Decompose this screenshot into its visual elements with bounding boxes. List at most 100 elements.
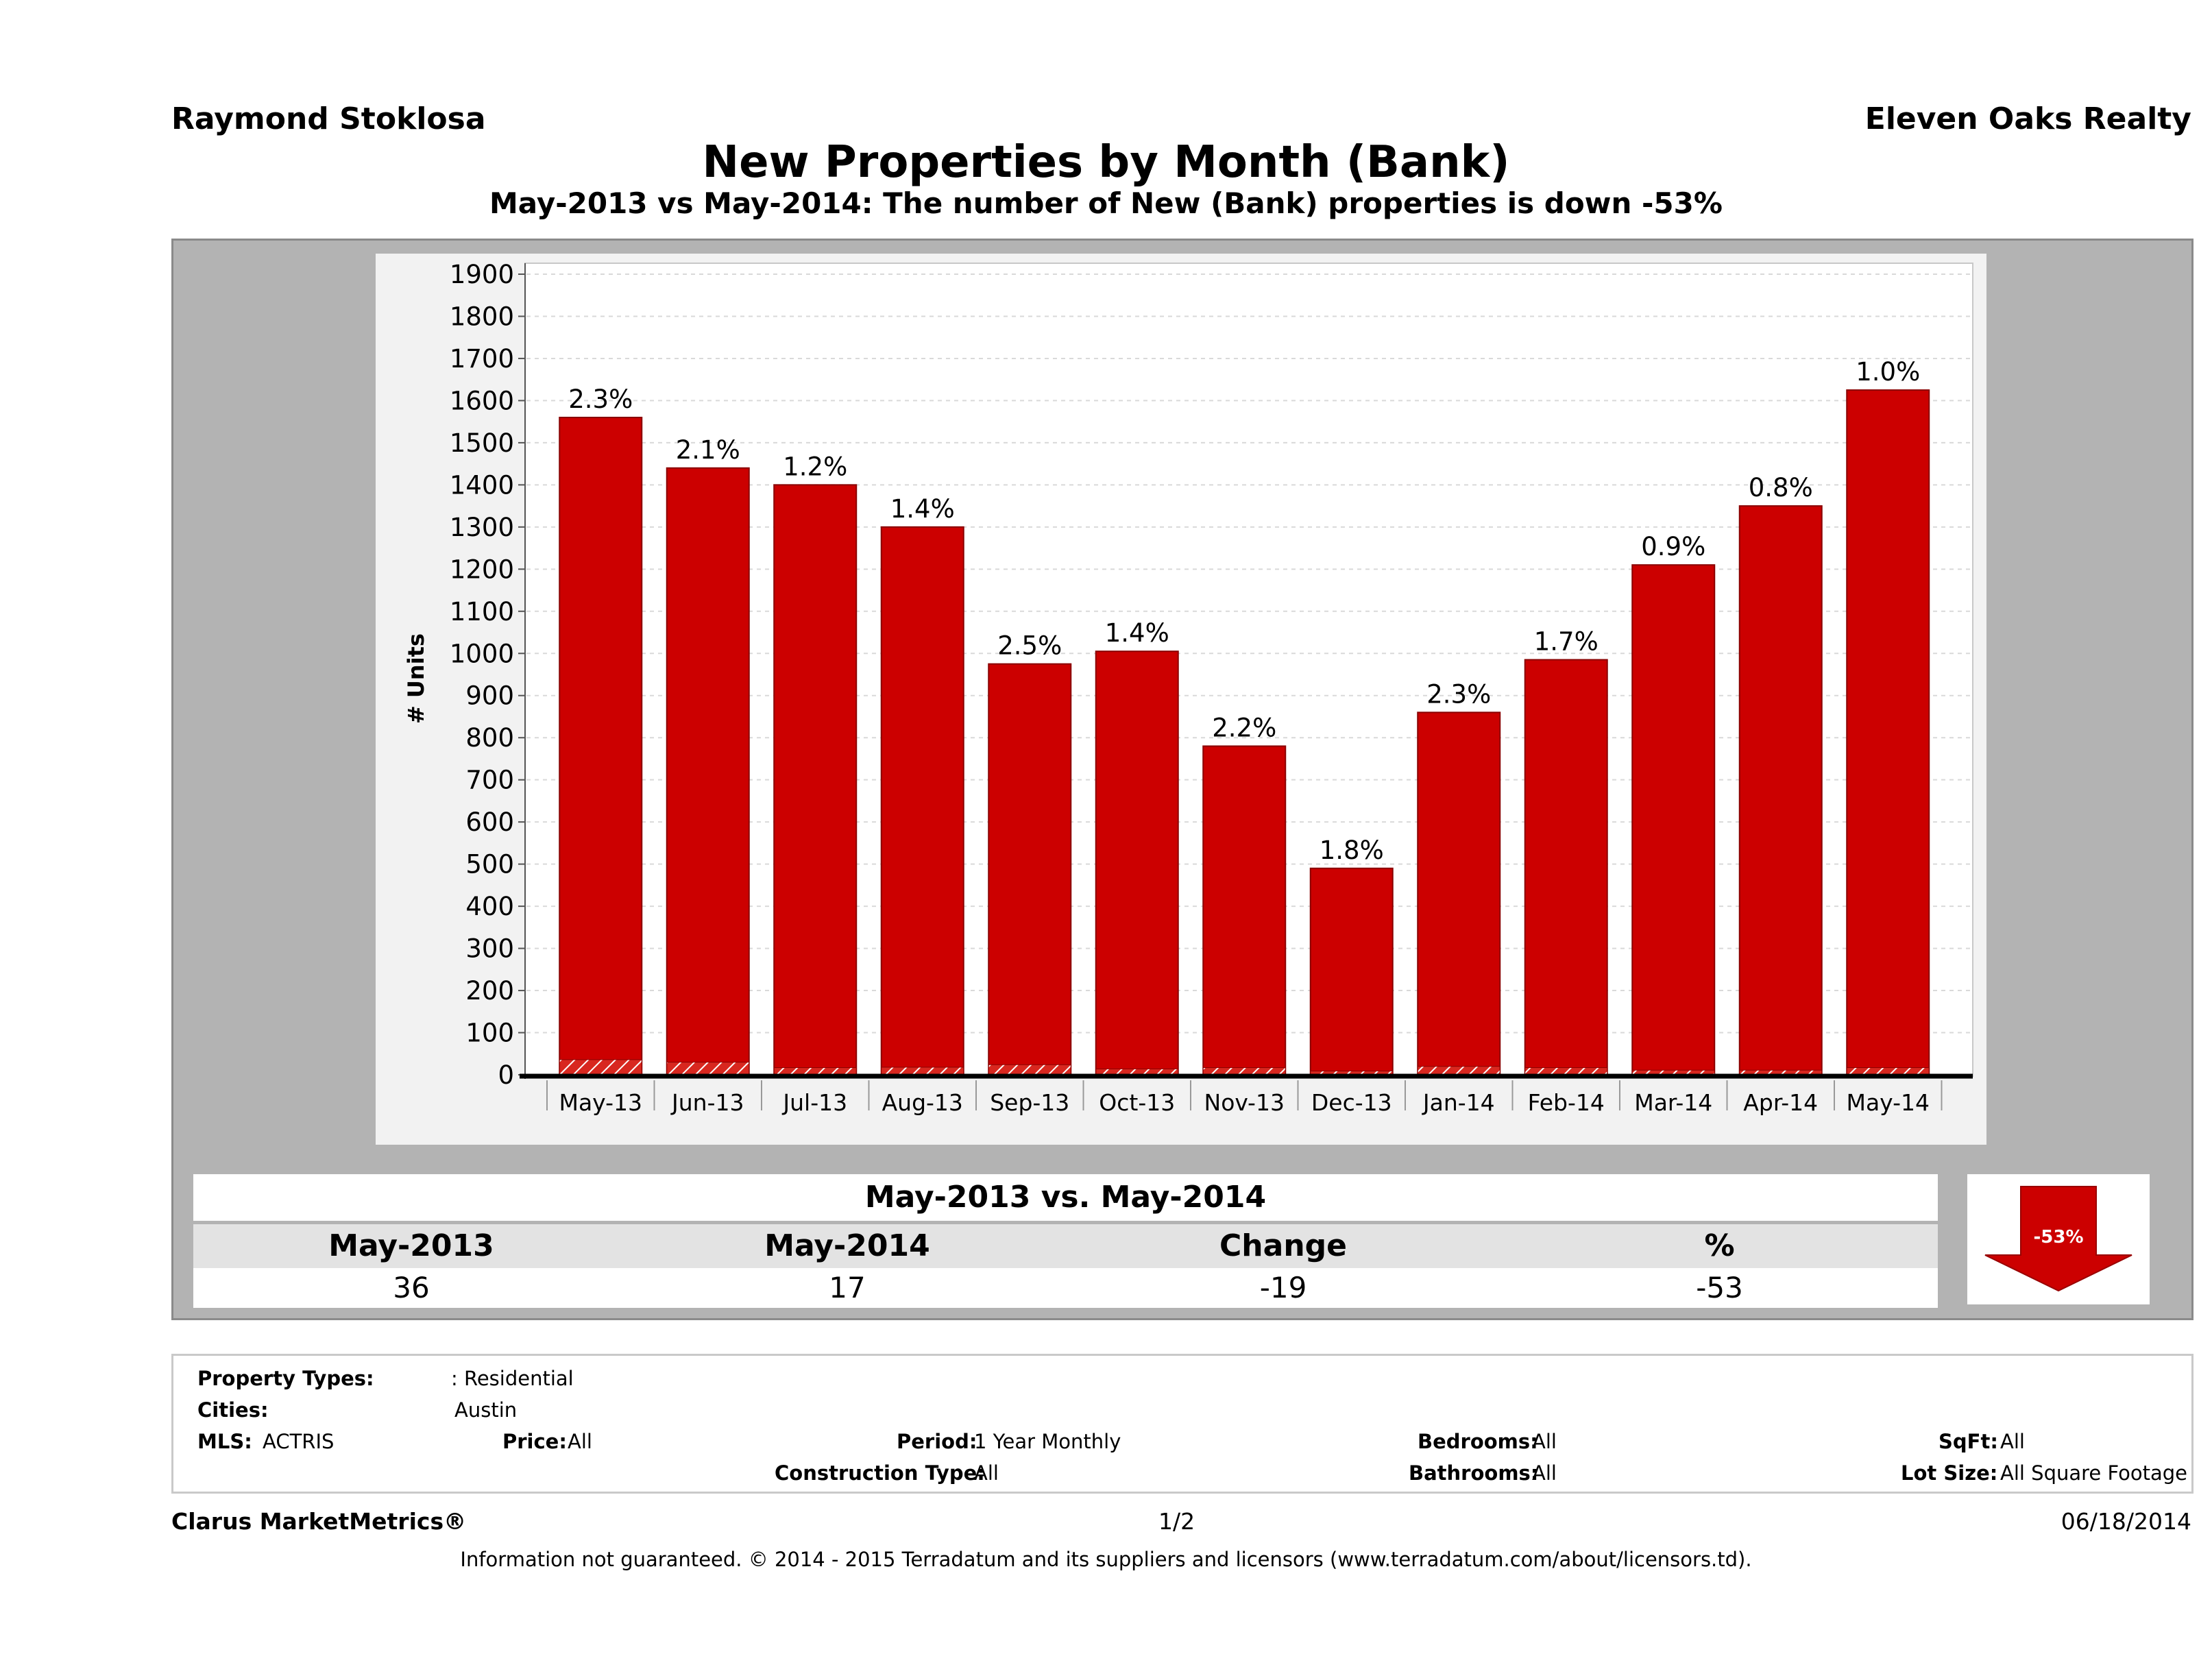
data-label-aug-13: 1.4% [890,494,955,524]
y-tick-label: 800 [465,723,514,753]
mls-label: MLS: [197,1430,252,1453]
x-tick-label-may-13: May-13 [559,1089,642,1116]
y-tick-label: 1300 [450,513,514,542]
bar-may-13 [559,417,643,1076]
bar-dec-13 [1309,867,1394,1075]
value-may-2013: 36 [393,1271,430,1304]
period-label: Period: [897,1430,977,1453]
y-tick-label: 1700 [450,344,514,374]
bar-chart: 0 100 200 300 400 500 600 700 800 900 1000 1100 1200… [376,254,1986,1145]
y-tick-label: 0 [498,1060,514,1090]
data-label-may-14: 1.0% [1856,357,1920,387]
period-value: 1 Year Monthly [974,1430,1121,1453]
bar-sep-13 [988,663,1072,1075]
x-tick-label-apr-14: Apr-14 [1743,1089,1818,1116]
bedrooms-value: All [1532,1430,1557,1453]
bar-aug-13 [880,526,964,1075]
footer-brand: Clarus MarketMetrics® [171,1508,467,1535]
data-label-jun-13: 2.1% [676,435,740,465]
data-label-oct-13: 1.4% [1105,618,1169,648]
header-may-2014: May-2014 [764,1228,930,1263]
x-tick-label-feb-14: Feb-14 [1528,1089,1605,1116]
comparison-title: May-2013 vs. May-2014 [193,1174,1938,1221]
agent-name: Raymond Stoklosa [171,101,486,136]
bar-may-14 [1846,389,1930,1076]
header-change: Change [1219,1228,1347,1263]
bar-jul-13 [773,484,858,1075]
bathrooms-value: All [1532,1461,1557,1485]
comparison-value-row: 36 17 -19 -53 [193,1268,1938,1308]
y-tick-label: 1900 [450,260,514,289]
value-percent: -53 [1696,1271,1743,1304]
y-tick-label: 1400 [450,470,514,500]
x-axis-ticks: May-13 Jun-13 Jul-13 Aug-13 Sep-13 Oct-13 Nov-… [520,1073,1973,1116]
company-name: Eleven Oaks Realty [1864,101,2191,136]
bar-segment-sep-13 [988,1064,1071,1075]
y-tick-label: 100 [465,1019,514,1048]
x-tick-label-jul-13: Jul-13 [781,1089,847,1116]
bar-segment-jan-14 [1417,1066,1500,1075]
construction-label: Construction Type: [775,1461,985,1485]
y-axis-label: # Units [403,633,429,724]
price-value: All [568,1430,592,1453]
chart-title: New Properties by Month (Bank) [702,137,1510,188]
y-tick-label: 200 [465,976,514,1006]
bar-segment-jul-13 [773,1067,857,1075]
x-tick-label-dec-13: Dec-13 [1311,1089,1392,1116]
bar-jun-13 [666,467,750,1076]
cities-label: Cities: [197,1398,269,1422]
bar-segment-jun-13 [666,1062,750,1075]
header-percent: % [1704,1228,1735,1263]
y-axis-ticks: 0 100 200 300 400 500 600 700 800 900 1000 1100 1200… [450,260,526,1090]
bar-segment-may-13 [559,1059,642,1075]
disclaimer: Information not guaranteed. © 2014 - 201… [460,1548,1752,1571]
bars [559,389,1930,1076]
data-label-nov-13: 2.2% [1212,714,1276,743]
construction-value: All [974,1461,999,1485]
bathrooms-label: Bathrooms: [1409,1461,1539,1485]
data-labels: 2.3% 2.1% 1.2% 1.4% 2.5% 1.4% 2.2% 1.8% 2.3% 1.7%… [568,357,1920,865]
gridlines [526,273,1971,1075]
y-tick-label: 500 [465,850,514,879]
y-tick-label: 600 [465,807,514,837]
bar-segment-may-14 [1846,1067,1930,1075]
bedrooms-label: Bedrooms: [1418,1430,1538,1453]
x-tick-label-nov-13: Nov-13 [1204,1089,1285,1116]
badge-text: -53% [2033,1227,2083,1248]
bar-mar-14 [1631,564,1716,1076]
y-tick-label: 700 [465,766,514,795]
data-label-dec-13: 1.8% [1320,836,1384,865]
report-date: 06/18/2014 [2061,1508,2191,1535]
y-tick-label: 900 [465,681,514,711]
comparison-header-row: May-2013 May-2014 Change % [193,1224,1938,1268]
x-tick-label-oct-13: Oct-13 [1099,1089,1175,1116]
x-tick-label-mar-14: Mar-14 [1634,1089,1712,1116]
y-tick-label: 300 [465,934,514,964]
down-arrow-icon: -53% [1984,1186,2132,1292]
x-tick-label-aug-13: Aug-13 [882,1089,963,1116]
search-criteria: Property Types: : Residential Cities: Au… [171,1354,2193,1494]
mls-value: ACTRIS [263,1430,335,1453]
bar-feb-14 [1524,659,1608,1075]
data-label-may-13: 2.3% [568,385,633,414]
data-label-mar-14: 0.9% [1641,532,1705,561]
property-types-value: : Residential [451,1367,574,1390]
x-tick-label-jun-13: Jun-13 [670,1089,744,1116]
bar-segment-feb-14 [1524,1067,1608,1075]
data-label-apr-14: 0.8% [1749,473,1813,502]
y-tick-label: 1100 [450,597,514,627]
y-tick-label: 1600 [450,386,514,415]
y-tick-label: 1500 [450,428,514,458]
x-tick-label-sep-13: Sep-13 [990,1089,1069,1116]
bar-segment-nov-13 [1202,1067,1286,1075]
x-tick-label-jan-14: Jan-14 [1422,1089,1495,1116]
sqft-value: All [2000,1430,2025,1453]
data-label-jul-13: 1.2% [783,452,847,481]
property-types-label: Property Types: [197,1367,374,1390]
y-tick-label: 1800 [450,302,514,331]
value-may-2014: 17 [829,1271,866,1304]
data-label-feb-14: 1.7% [1534,627,1599,656]
data-label-sep-13: 2.5% [997,631,1062,661]
lotsize-label: Lot Size: [1901,1461,1998,1485]
cities-value: Austin [454,1398,518,1422]
